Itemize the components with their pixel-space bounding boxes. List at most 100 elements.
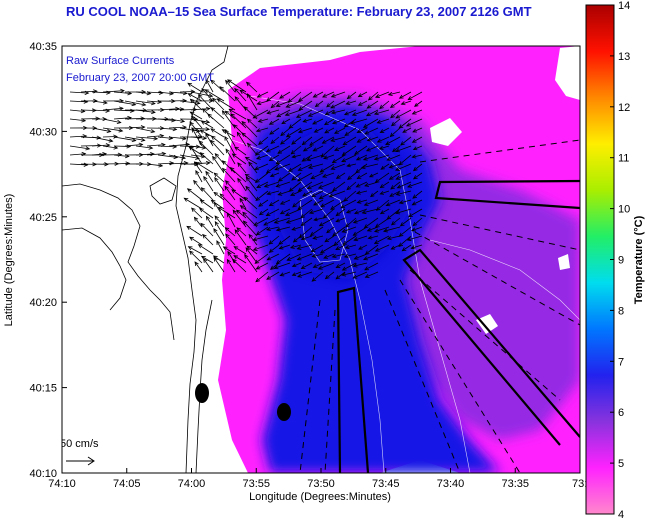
current-vector [205, 170, 214, 183]
y-axis-ticks: 40:35 40:30 40:25 40:20 40:15 40:10 [29, 41, 67, 480]
overlay-line1: Raw Surface Currents [66, 55, 175, 67]
current-vector [395, 145, 412, 153]
current-vector [201, 88, 214, 102]
current-vector [346, 181, 357, 191]
current-vector [331, 253, 346, 259]
current-vector [270, 136, 280, 144]
current-vector [411, 199, 423, 206]
current-vector [113, 136, 137, 143]
current-vector [124, 100, 147, 107]
current-vector [358, 244, 368, 250]
current-vector [102, 145, 119, 150]
current-vector [300, 235, 313, 241]
current-vector [227, 250, 236, 264]
current-vector [245, 176, 258, 192]
current-vector [291, 262, 302, 268]
current-vector [360, 163, 379, 170]
current-vector [296, 244, 313, 250]
current-vector [246, 93, 258, 111]
current-vector [365, 145, 379, 152]
scale-arrow-head [87, 456, 95, 466]
current-vector [390, 181, 401, 190]
current-vector [189, 236, 203, 246]
current-vector [245, 185, 258, 201]
current-vector [224, 135, 236, 156]
current-vector [412, 127, 423, 133]
y-tick-label: 40:20 [29, 297, 57, 309]
current-vector [405, 118, 423, 127]
current-vector [80, 152, 104, 158]
current-vector [324, 271, 335, 280]
current-vector [408, 208, 423, 218]
current-vector [297, 91, 313, 102]
current-vector [321, 172, 335, 178]
current-vector [199, 129, 214, 138]
current-vector [414, 100, 423, 107]
current-vector [378, 145, 390, 150]
current-vector [406, 235, 423, 242]
current-vector [341, 226, 357, 233]
current-vector [255, 271, 269, 283]
current-vector [202, 233, 214, 246]
current-vector [205, 79, 214, 93]
overlay-line2: February 23, 2007 20:00 GMT [66, 72, 214, 84]
current-vector [297, 127, 313, 134]
current-vector [266, 109, 280, 115]
current-vector [312, 145, 324, 152]
current-vector [229, 167, 247, 183]
current-vector [221, 110, 236, 129]
current-vector [186, 225, 203, 237]
x-axis-ticks: 74:10 74:05 74:00 73:55 73:50 73:45 73:40 73:35… [48, 468, 593, 490]
current-vector [291, 271, 302, 276]
current-vector [253, 217, 269, 226]
cloud-patch [476, 314, 498, 334]
current-vector [298, 100, 313, 111]
current-vector [318, 217, 335, 227]
current-vector [314, 100, 324, 108]
current-vector [395, 172, 412, 180]
current-vector [290, 190, 302, 196]
colorbar-tick-label: 8 [618, 305, 624, 317]
current-vector [312, 262, 324, 268]
sst-field: Raw Surface Currents February 23, 2007 2… [62, 46, 580, 473]
current-vector [252, 244, 269, 251]
current-vector [335, 262, 346, 268]
x-tick-label: 74:10 [48, 478, 76, 490]
current-vector [374, 217, 390, 228]
current-vector [343, 253, 357, 259]
current-vector [389, 100, 401, 108]
current-vector [277, 190, 291, 196]
current-vector [340, 199, 357, 209]
current-vector [257, 118, 269, 123]
current-vector [355, 163, 368, 174]
current-vector [265, 208, 280, 217]
current-vector [292, 235, 302, 243]
shelf-contour [249, 95, 471, 473]
current-vector [387, 91, 401, 97]
current-vector [309, 226, 324, 236]
current-vector [364, 262, 379, 271]
x-tick-label: 74:05 [113, 478, 141, 490]
current-vector [226, 258, 236, 273]
current-vector [203, 258, 214, 273]
current-vector [354, 145, 368, 155]
current-vector [255, 262, 269, 270]
current-vector [395, 190, 412, 196]
current-vector [280, 127, 291, 137]
current-vector [411, 154, 423, 159]
current-vector [241, 120, 258, 138]
current-vector [344, 127, 357, 136]
current-vector [398, 235, 412, 247]
current-vector [168, 154, 187, 160]
current-vector [273, 262, 291, 270]
current-vector [205, 215, 214, 228]
current-vector [310, 244, 324, 253]
current-vector [224, 129, 236, 147]
current-vector [390, 118, 401, 127]
current-vector [200, 222, 214, 237]
current-vector [124, 136, 146, 142]
current-vector [199, 208, 214, 219]
current-vector [412, 217, 423, 227]
current-vector [353, 208, 368, 215]
current-vector [230, 113, 247, 129]
